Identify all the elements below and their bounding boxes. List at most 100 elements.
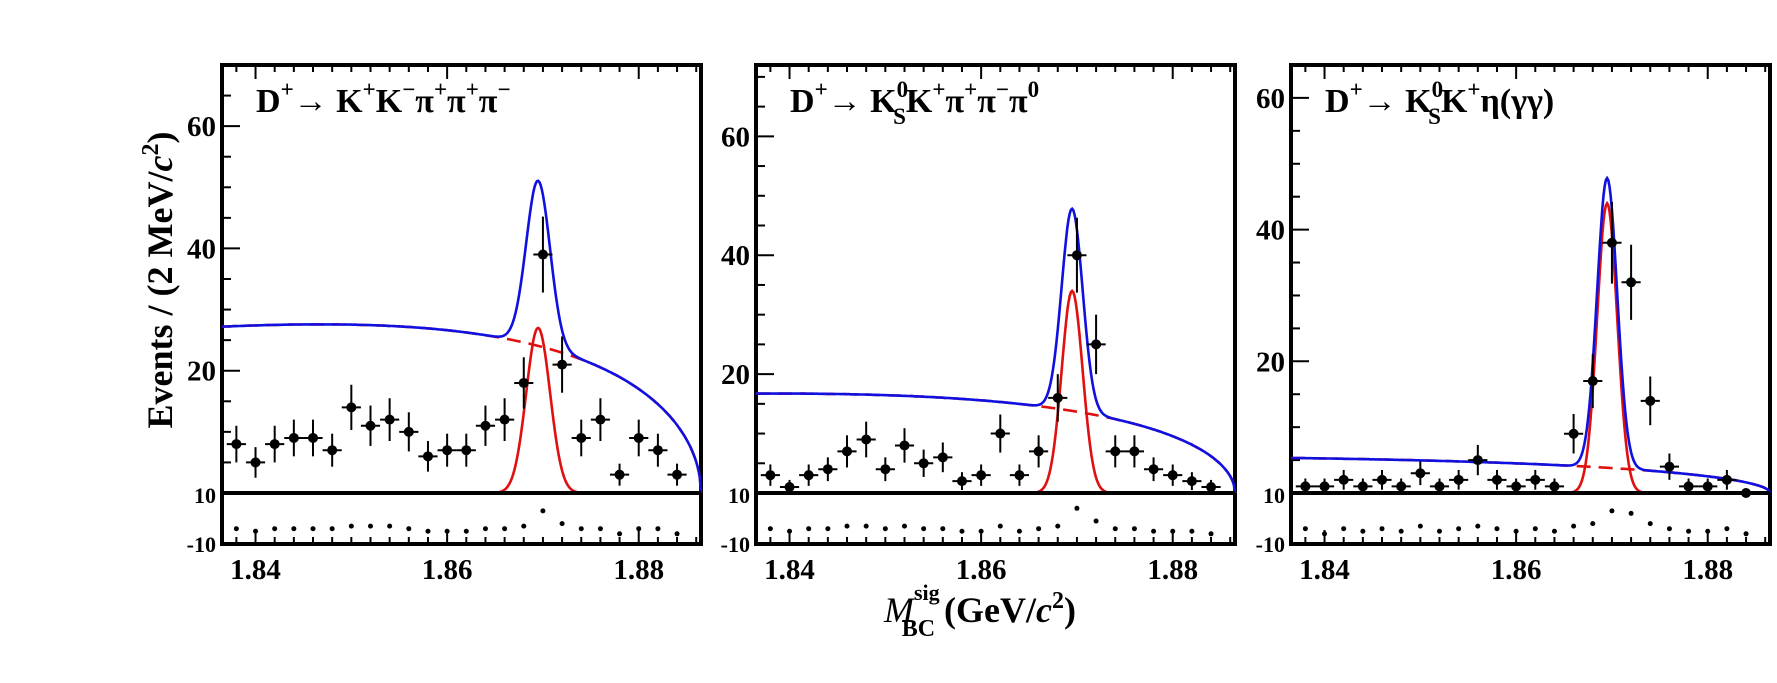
title-part: +	[363, 77, 376, 102]
data-point	[629, 419, 649, 457]
data-point	[341, 384, 361, 431]
title-part: 0	[897, 77, 909, 102]
data-marker	[1472, 455, 1483, 466]
data-point	[1525, 469, 1545, 490]
y-tick-label: 40	[1256, 215, 1285, 247]
title-part: → K	[1363, 83, 1433, 120]
data-marker	[1721, 474, 1732, 485]
data-marker	[1014, 470, 1025, 481]
total-fit-curve	[1291, 175, 1772, 494]
data-point	[303, 419, 323, 457]
data-marker	[269, 439, 280, 450]
pull-point	[387, 523, 393, 529]
data-marker	[1300, 481, 1311, 492]
pull-point	[1456, 526, 1462, 532]
title-part: −	[497, 77, 510, 102]
title-part: +	[815, 77, 828, 102]
pull-tick-label-bottom: -10	[721, 532, 750, 557]
pull-point	[921, 526, 927, 532]
data-point	[894, 428, 915, 463]
pull-point	[882, 526, 888, 532]
panel-title: D+→ K0 SK+η(γγ)	[1325, 77, 1554, 129]
data-marker	[1453, 474, 1464, 485]
pull-point	[1093, 518, 1099, 524]
pull-point	[425, 528, 431, 534]
data-point	[1295, 478, 1315, 493]
pull-point	[1170, 528, 1176, 534]
pull-point	[1341, 526, 1347, 532]
title-part: π	[1009, 83, 1028, 120]
data-marker	[899, 440, 910, 451]
data-marker	[1664, 461, 1675, 472]
data-point	[495, 398, 515, 442]
title-part: S	[1428, 104, 1441, 129]
x-tick-label: 1.84	[764, 554, 815, 586]
data-marker	[1511, 481, 1522, 492]
data-point	[799, 464, 819, 486]
pull-point	[1666, 526, 1672, 532]
data-point	[779, 479, 800, 493]
x-axis-label: Msig BC (GeV/c2)	[883, 580, 1076, 642]
pull-point	[348, 523, 354, 529]
pull-point	[901, 523, 907, 529]
title-part: S	[893, 104, 906, 129]
data-marker	[288, 432, 299, 443]
pull-point	[997, 523, 1003, 529]
title-part: −	[996, 77, 1009, 102]
data-point	[1314, 478, 1335, 493]
data-point	[1640, 376, 1660, 426]
data-point	[1449, 469, 1469, 490]
data-point	[1353, 478, 1373, 493]
pull-point	[1475, 523, 1481, 529]
total-fit-curve	[221, 179, 703, 494]
data-marker	[1052, 392, 1063, 403]
data-point	[533, 216, 553, 293]
data-marker	[1338, 474, 1349, 485]
title-part: → K	[828, 83, 898, 120]
pull-point	[1360, 528, 1366, 534]
data-marker	[422, 451, 433, 462]
title-part: π	[415, 83, 434, 120]
data-point	[1678, 478, 1699, 493]
data-marker	[1206, 482, 1217, 493]
data-point	[437, 433, 457, 467]
title-part: π	[479, 83, 498, 120]
data-marker	[327, 445, 338, 456]
data-marker	[976, 470, 987, 481]
pull-point	[1705, 528, 1711, 534]
data-marker	[384, 414, 395, 425]
x-axis-label-c: c	[1036, 590, 1052, 630]
data-marker	[557, 359, 568, 370]
pull-point	[559, 521, 565, 527]
pull-point	[1112, 526, 1118, 532]
data-marker	[250, 457, 261, 468]
data-point	[971, 464, 991, 486]
data-point	[1182, 472, 1202, 491]
data-point	[1698, 478, 1718, 493]
data-point	[1067, 217, 1087, 293]
data-point	[1048, 374, 1068, 422]
data-marker	[480, 420, 491, 431]
y-axis-label-close: )	[140, 132, 180, 144]
data-point	[245, 447, 266, 478]
data-point	[284, 419, 304, 457]
data-point	[1583, 354, 1603, 409]
y-tick-label: 40	[187, 233, 216, 265]
data-marker	[346, 402, 357, 413]
title-part: → K	[294, 83, 364, 120]
pull-point	[863, 523, 869, 529]
title-part: D	[256, 83, 281, 120]
signal-curve	[496, 326, 581, 494]
data-marker	[595, 414, 606, 425]
data-marker	[918, 458, 929, 469]
data-point	[552, 336, 572, 393]
data-point	[760, 464, 780, 486]
data-marker	[1033, 446, 1044, 457]
data-marker	[1491, 474, 1502, 485]
x-axis-label-m: M	[883, 590, 916, 630]
title-part: K	[376, 83, 403, 120]
data-point	[818, 457, 838, 482]
